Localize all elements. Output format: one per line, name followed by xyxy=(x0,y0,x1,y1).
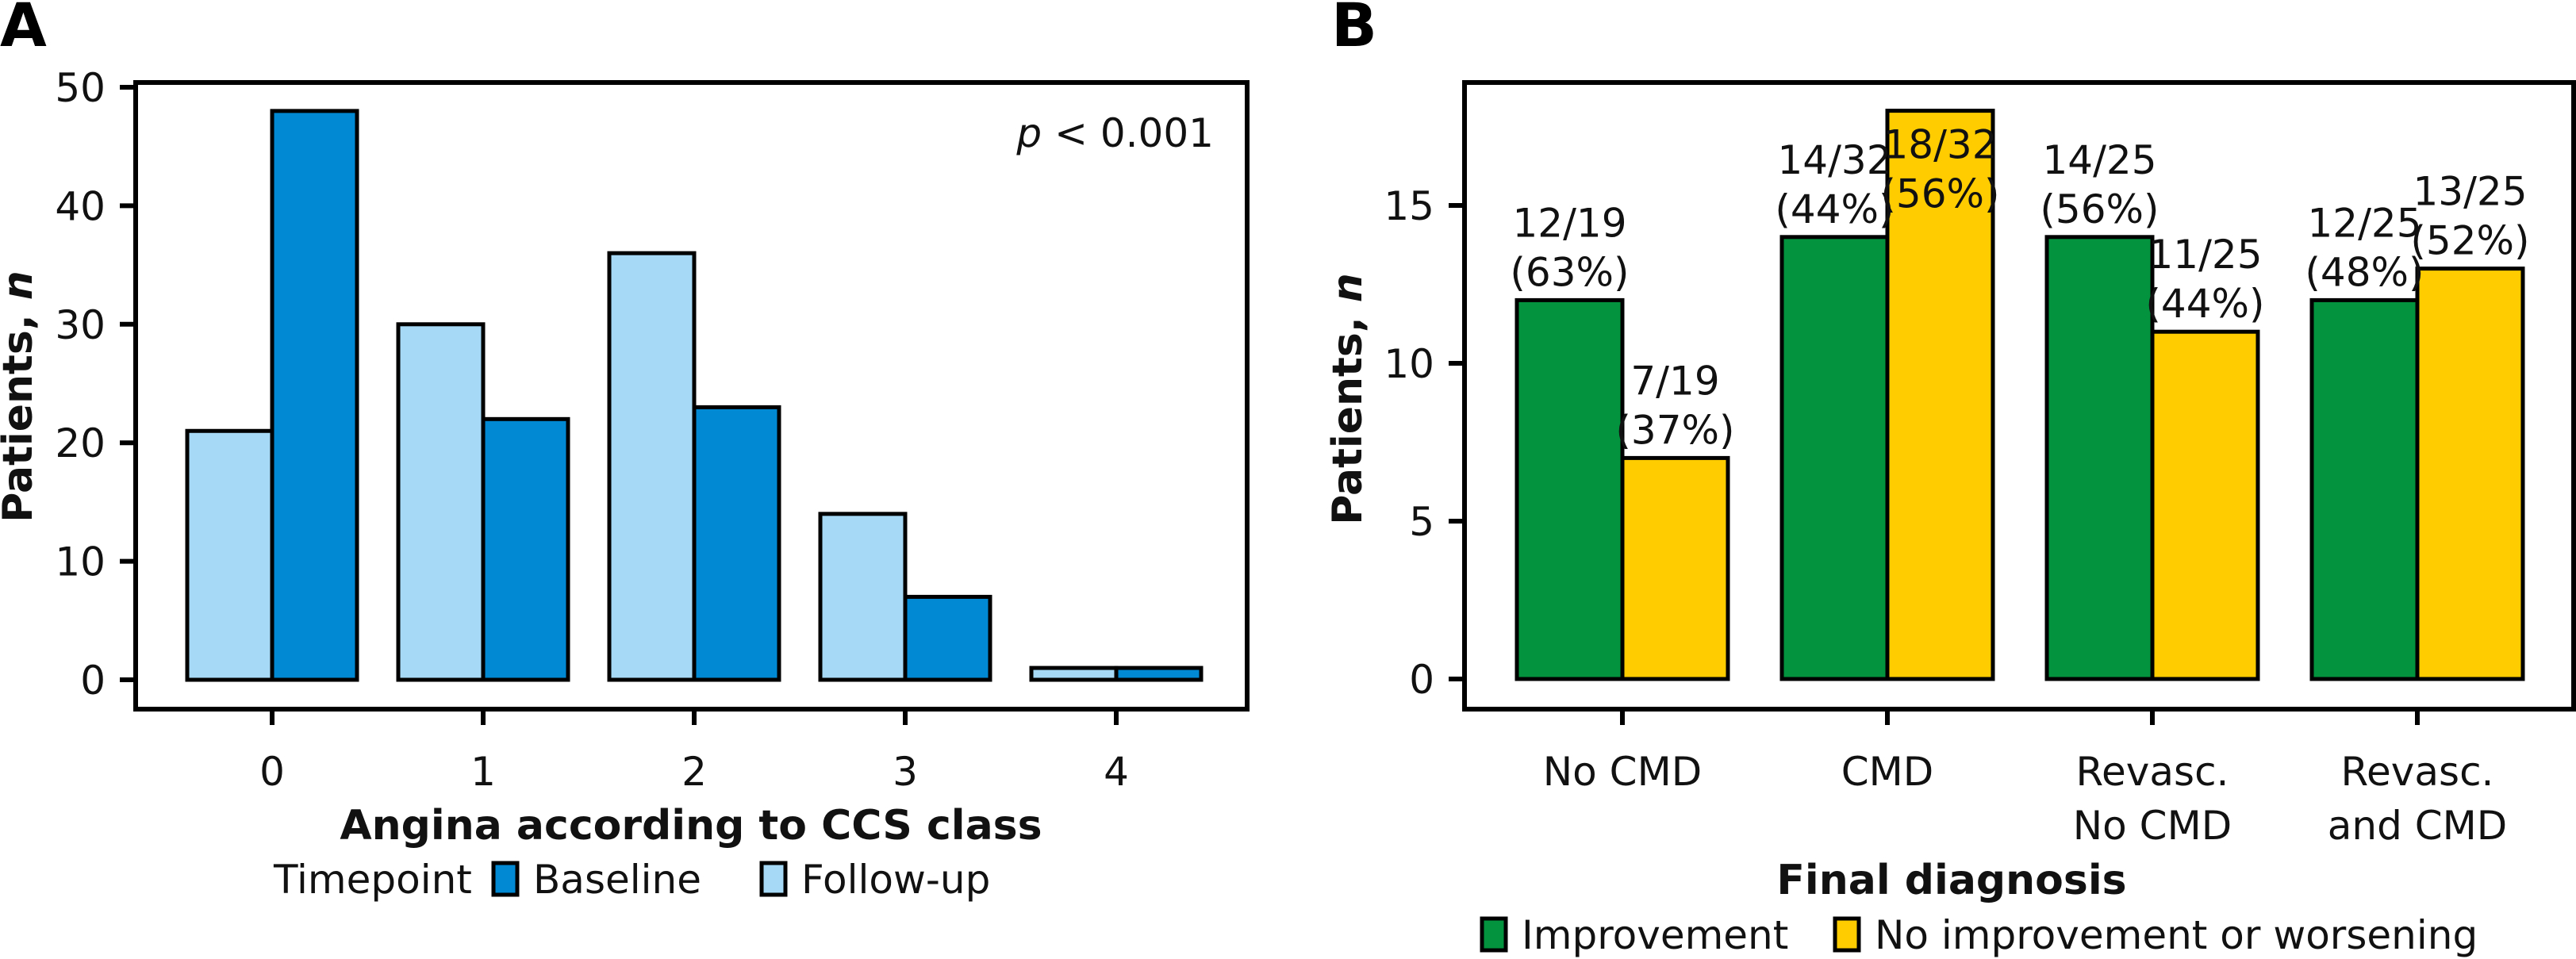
p-value-annotation: p < 0.001 xyxy=(1015,110,1214,156)
panel-b-bar-improvement-no-cmd xyxy=(1515,297,1625,681)
panel-a-y-tick-label-30: 30 xyxy=(55,302,106,348)
panel-a-bar-follow-up-0 xyxy=(185,428,274,682)
legend-label-improvement: Improvement xyxy=(1522,912,1788,958)
panel-b-data-label-no-improvement-or-worsening-3-percent: (52%) xyxy=(2410,218,2529,264)
panel-b-data-label-improvement-2-fraction: 14/25 xyxy=(2042,137,2156,183)
panel-b-y-axis-title: Patients, n xyxy=(1324,273,1372,524)
panel-a-category-label-2: 2 xyxy=(681,749,707,795)
panel-b-plot-frame xyxy=(1462,80,2576,712)
panel-b-x-axis-title: Final diagnosis xyxy=(1776,857,2126,904)
panel-a-category-label-1: 1 xyxy=(470,749,496,795)
panel-b-category-label-revasc-and-cmd: Revasc. xyxy=(2341,749,2494,795)
legend-swatch-baseline xyxy=(491,861,520,897)
panel-b-y-tick-label-15: 15 xyxy=(1384,183,1434,229)
panel-b-category-label-cmd: CMD xyxy=(1841,749,1934,795)
legend-label-follow-up: Follow-up xyxy=(801,857,990,903)
panel-a-bar-follow-up-2 xyxy=(607,251,697,682)
panel-b-data-labels: 12/19(63%)7/19(37%)14/32(44%)18/32(56%)1… xyxy=(1510,122,2529,454)
panel-b-bar-improvement-cmd xyxy=(1779,235,1890,681)
panel-b-y-tick-label-5: 5 xyxy=(1409,499,1434,545)
panel-b-data-label-improvement-1-fraction: 14/32 xyxy=(1777,137,1891,183)
panel-b-bars xyxy=(1515,109,2525,681)
panel-a-ylabel-italic: n xyxy=(0,270,42,300)
panel-b-y-axis: 0 5 10 15 xyxy=(1384,183,1465,703)
panel-b-data-label-improvement-0-percent: (63%) xyxy=(1510,249,1629,295)
panel-b-data-label-no-improvement-or-worsening-2-fraction: 11/25 xyxy=(2148,232,2262,278)
legend-label-baseline: Baseline xyxy=(533,857,701,903)
panel-a-ylabel-main: Patients, xyxy=(0,300,42,522)
panel-a-y-axis: 0 10 20 30 40 50 xyxy=(55,65,136,704)
panel-letter-a: A xyxy=(0,0,47,60)
panel-b-bar-improvement-revasc-no-cmd xyxy=(2044,235,2155,681)
panel-a-bar-baseline-2 xyxy=(692,405,781,682)
legend-swatch-no-improvement xyxy=(1833,916,1861,953)
panel-a-y-axis-title: Patients, n xyxy=(0,270,42,522)
panel-a-bar-follow-up-3 xyxy=(818,512,908,682)
panel-b-ylabel-italic: n xyxy=(1324,273,1372,302)
panel-a-bar-baseline-0 xyxy=(270,109,359,682)
panel-b-data-label-improvement-3-fraction: 12/25 xyxy=(2307,200,2421,246)
panel-b-data-label-improvement-3-percent: (48%) xyxy=(2305,249,2424,295)
panel-b-bar-no-improvement-or-worsening-no-cmd xyxy=(1620,455,1730,681)
panel-b-bar-no-improvement-or-worsening-cmd xyxy=(1885,109,1995,681)
panel-b-category-label-no-cmd: No CMD xyxy=(1543,749,1702,795)
panel-b-data-label-no-improvement-or-worsening-1-percent: (56%) xyxy=(1880,171,1999,217)
panel-b-data-label-no-improvement-or-worsening-3-fraction: 13/25 xyxy=(2413,169,2527,215)
p-value-italic: p xyxy=(1015,110,1042,156)
panel-b-y-tick-label-10: 10 xyxy=(1384,341,1434,387)
panel-b-chart: 0 5 10 15 No CMD CMD Revasc. No CMD Revasc. and … xyxy=(1324,80,2576,958)
panel-a-y-tick-label-40: 40 xyxy=(55,183,106,229)
panel-b-data-label-no-improvement-or-worsening-0-percent: (37%) xyxy=(1615,407,1734,453)
legend-swatch-follow-up xyxy=(759,861,788,897)
panel-b-data-label-improvement-2-percent: (56%) xyxy=(2040,186,2159,232)
panel-b-ylabel-main: Patients, xyxy=(1324,302,1372,524)
legend-label-no-improvement: No improvement or worsening xyxy=(1875,912,2478,958)
panel-b-data-label-no-improvement-or-worsening-2-percent: (44%) xyxy=(2145,281,2264,327)
panel-a-bar-follow-up-4 xyxy=(1029,666,1119,682)
panel-b-bar-no-improvement-or-worsening-revasc-no-cmd xyxy=(2150,329,2260,681)
panel-b-legend: Improvement No improvement or worsening xyxy=(1480,912,2478,958)
panel-a-bar-follow-up-1 xyxy=(396,322,486,682)
panel-b-data-label-no-improvement-or-worsening-1-fraction: 18/32 xyxy=(1883,122,1997,168)
panel-b-y-tick-label-0: 0 xyxy=(1409,657,1434,703)
panel-a-bars xyxy=(185,109,1204,682)
p-value-text: < 0.001 xyxy=(1042,110,1214,156)
panel-a-bar-baseline-1 xyxy=(481,416,570,682)
legend-swatch-improvement xyxy=(1480,916,1508,953)
panel-b-bar-no-improvement-or-worsening-revasc-and-cmd xyxy=(2415,267,2525,681)
panel-b-data-label-improvement-1-percent: (44%) xyxy=(1775,186,1894,232)
panel-b-category-label-revasc-no-cmd: No CMD xyxy=(2073,803,2232,849)
panel-a-category-label-4: 4 xyxy=(1104,749,1129,795)
panel-a-x-axis: 0 1 2 3 4 xyxy=(259,709,1129,795)
panel-b-category-label-revasc-no-cmd: Revasc. xyxy=(2076,749,2229,795)
panel-b-x-axis: No CMD CMD Revasc. No CMD Revasc. and CMD xyxy=(1543,709,2507,849)
panel-a-plot-frame xyxy=(133,80,1250,712)
panel-a-y-tick-label-0: 0 xyxy=(80,658,106,704)
panel-a-y-tick-label-10: 10 xyxy=(55,539,106,585)
panel-a-x-axis-title: Angina according to CCS class xyxy=(340,802,1042,850)
panel-a-bar-baseline-3 xyxy=(903,594,992,682)
panel-b-data-label-no-improvement-or-worsening-0-fraction: 7/19 xyxy=(1630,358,1719,404)
panel-a-y-tick-label-50: 50 xyxy=(55,65,106,111)
panel-b-data-label-improvement-0-fraction: 12/19 xyxy=(1512,200,1626,246)
panel-a-bar-baseline-4 xyxy=(1114,666,1204,682)
panel-a-y-tick-label-20: 20 xyxy=(55,420,106,466)
panel-b-category-label-revasc-and-cmd: and CMD xyxy=(2328,803,2508,849)
panel-a-category-label-3: 3 xyxy=(893,749,918,795)
panel-a-legend: Timepoint Baseline Follow-up xyxy=(273,857,990,903)
panel-a-chart: 0 10 20 30 40 50 0 1 2 3 4 p < 0.001 Angina accor… xyxy=(0,65,1250,903)
panel-a-category-label-0: 0 xyxy=(259,749,285,795)
legend-title-timepoint: Timepoint xyxy=(273,857,472,903)
panel-letter-b: B xyxy=(1331,0,1377,60)
panel-b-bar-improvement-revasc-and-cmd xyxy=(2309,297,2420,681)
